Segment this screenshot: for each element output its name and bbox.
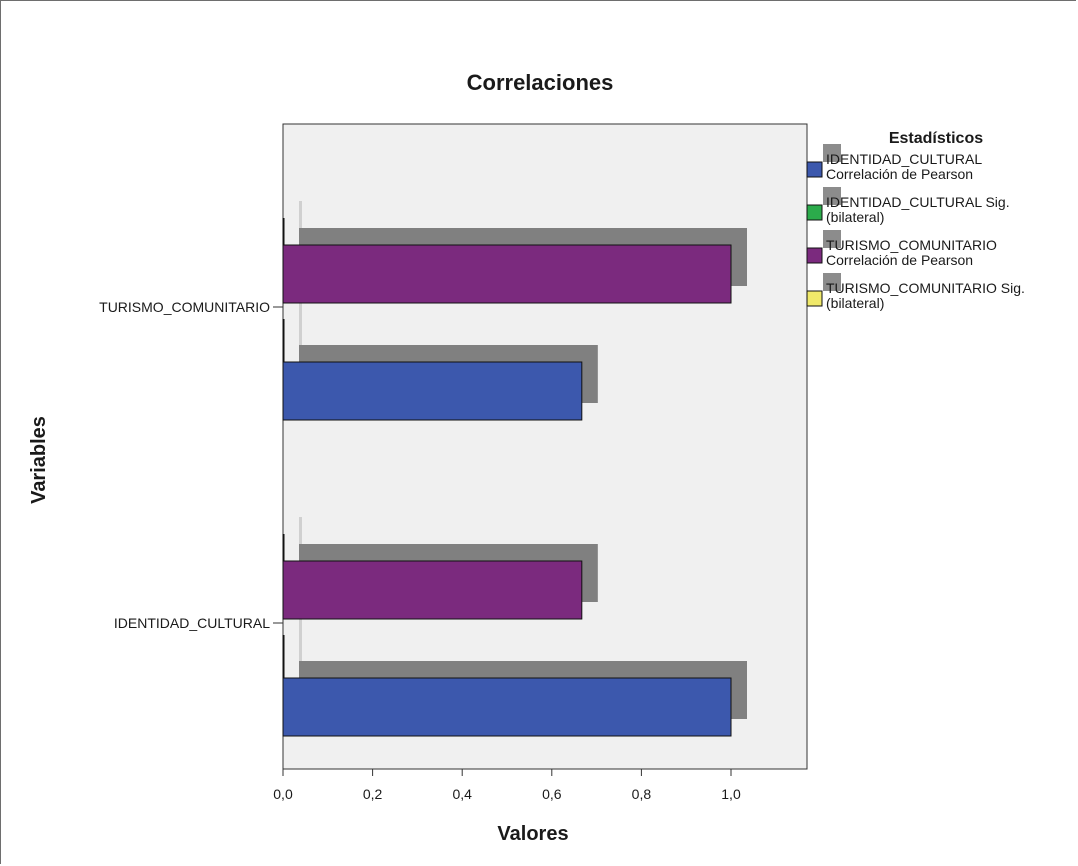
legend-swatch (806, 290, 823, 307)
legend-title: Estadísticos (889, 130, 983, 147)
legend-swatch (806, 204, 823, 221)
legend-swatch (806, 247, 823, 264)
x-axis: 0,0 0,2 0,4 0,6 0,8 1,0 (273, 768, 807, 802)
bar (282, 677, 732, 737)
bars (282, 218, 732, 737)
y-tick-label: TURISMO_COMUNITARIO (99, 299, 270, 315)
x-tick-label: 0,8 (632, 786, 652, 802)
legend-swatch (806, 161, 823, 178)
legend-label: (bilateral) (826, 295, 884, 311)
legend-shadow (823, 230, 841, 248)
legend-label: Correlación de Pearson (826, 166, 973, 182)
legend-label: TURISMO_COMUNITARIO Sig. (826, 280, 1025, 296)
legend-shadow (823, 273, 841, 291)
x-axis-title: Valores (497, 823, 568, 845)
x-tick-label: 0,6 (542, 786, 562, 802)
y-axis-title: Variables (28, 416, 50, 504)
x-tick-label: 0,2 (363, 786, 383, 802)
legend-label: IDENTIDAD_CULTURAL (826, 151, 982, 167)
x-tick-label: 0,4 (452, 786, 472, 802)
bar-shadow (299, 302, 302, 360)
legend-shadow (823, 144, 841, 162)
legend-shadow (823, 187, 841, 205)
x-tick-label: 1,0 (721, 786, 741, 802)
legend: Estadísticos IDENTIDAD_CULTURALCorrelaci… (806, 130, 1025, 311)
bar (282, 244, 732, 304)
bar (282, 560, 583, 620)
chart-title: Correlaciones (467, 70, 614, 95)
legend-label: Correlación de Pearson (826, 252, 973, 268)
bar-shadow (299, 618, 302, 676)
x-tick-label: 0,0 (273, 786, 293, 802)
legend-label: IDENTIDAD_CULTURAL Sig. (826, 194, 1010, 210)
legend-label: TURISMO_COMUNITARIO (826, 237, 997, 253)
y-tick-label: IDENTIDAD_CULTURAL (114, 615, 270, 631)
bar (282, 361, 583, 421)
legend-label: (bilateral) (826, 209, 884, 225)
y-axis: TURISMO_COMUNITARIO IDENTIDAD_CULTURAL (99, 299, 283, 631)
